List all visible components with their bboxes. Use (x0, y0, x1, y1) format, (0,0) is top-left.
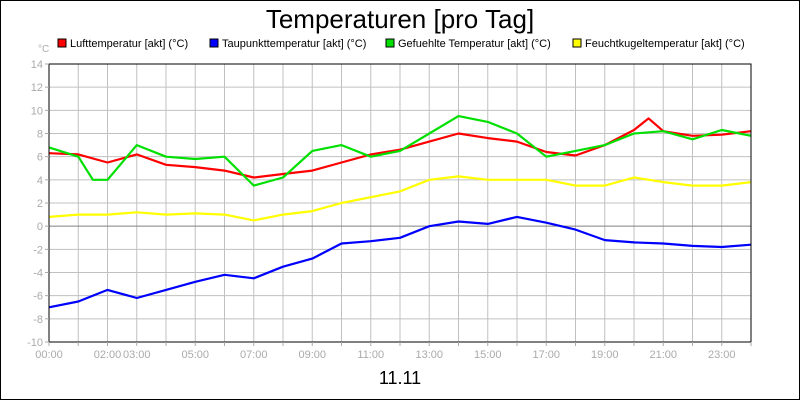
y-tick-label: -10 (27, 337, 43, 349)
series-line-1 (48, 215, 752, 309)
legend-swatch (209, 38, 219, 48)
x-tick-label: 13:00 (415, 349, 443, 361)
y-tick-label: 14 (31, 59, 43, 71)
legend-swatch (57, 38, 67, 48)
x-tick-label: 09:00 (298, 349, 326, 361)
y-tick-label: -2 (33, 244, 43, 256)
x-tick-label: 00:00 (35, 349, 63, 361)
legend-swatch (572, 38, 582, 48)
y-tick-label: 8 (37, 129, 43, 141)
y-tick-label: -8 (33, 314, 43, 326)
axes: -10 -8 -6 -4 -2 0 2 4 6 8 10 12 14 00:00 02:00 03:00 05:… (27, 59, 752, 361)
x-tick-label: 05:00 (181, 349, 209, 361)
y-tick-label: 12 (31, 82, 43, 94)
legend-label: Feuchtkugeltemperatur [akt] (°C) (585, 38, 745, 50)
x-tick-label: 17:00 (532, 349, 560, 361)
x-tick-label: 07:00 (240, 349, 268, 361)
legend-label: Lufttemperatur [akt] (°C) (70, 38, 188, 50)
y-tick-label: 6 (37, 152, 43, 164)
x-tick-label: 03:00 (123, 349, 151, 361)
x-tick-label: 11:00 (357, 349, 384, 361)
x-tick-label: 23:00 (708, 349, 736, 361)
x-tick-label: 15:00 (474, 349, 502, 361)
series-line-3 (48, 175, 752, 222)
y-tick-label: -6 (33, 291, 43, 303)
legend-label: Taupunkttemperatur [akt] (°C) (222, 38, 366, 50)
series-line-0 (48, 117, 752, 179)
y-tick-label: 4 (37, 175, 43, 187)
series-lines (48, 114, 752, 309)
series-line-2 (48, 114, 752, 187)
x-axis-label: 11.11 (379, 368, 421, 388)
legend: Lufttemperatur [akt] (°C) Taupunkttempera… (57, 38, 745, 50)
y-tick-label: 10 (31, 105, 43, 117)
y-tick-label: 0 (37, 221, 43, 233)
y-tick-label: 2 (37, 198, 43, 210)
legend-swatch (385, 38, 395, 48)
y-unit-label: °C (38, 44, 49, 55)
x-tick-label: 19:00 (591, 349, 619, 361)
y-tick-label: -4 (33, 268, 43, 280)
x-tick-label: 02:00 (94, 349, 122, 361)
legend-label: Gefuehlte Temperatur [akt] (°C) (398, 38, 551, 50)
x-tick-label: 21:00 (649, 349, 677, 361)
chart-title: Temperaturen [pro Tag] (266, 4, 534, 34)
